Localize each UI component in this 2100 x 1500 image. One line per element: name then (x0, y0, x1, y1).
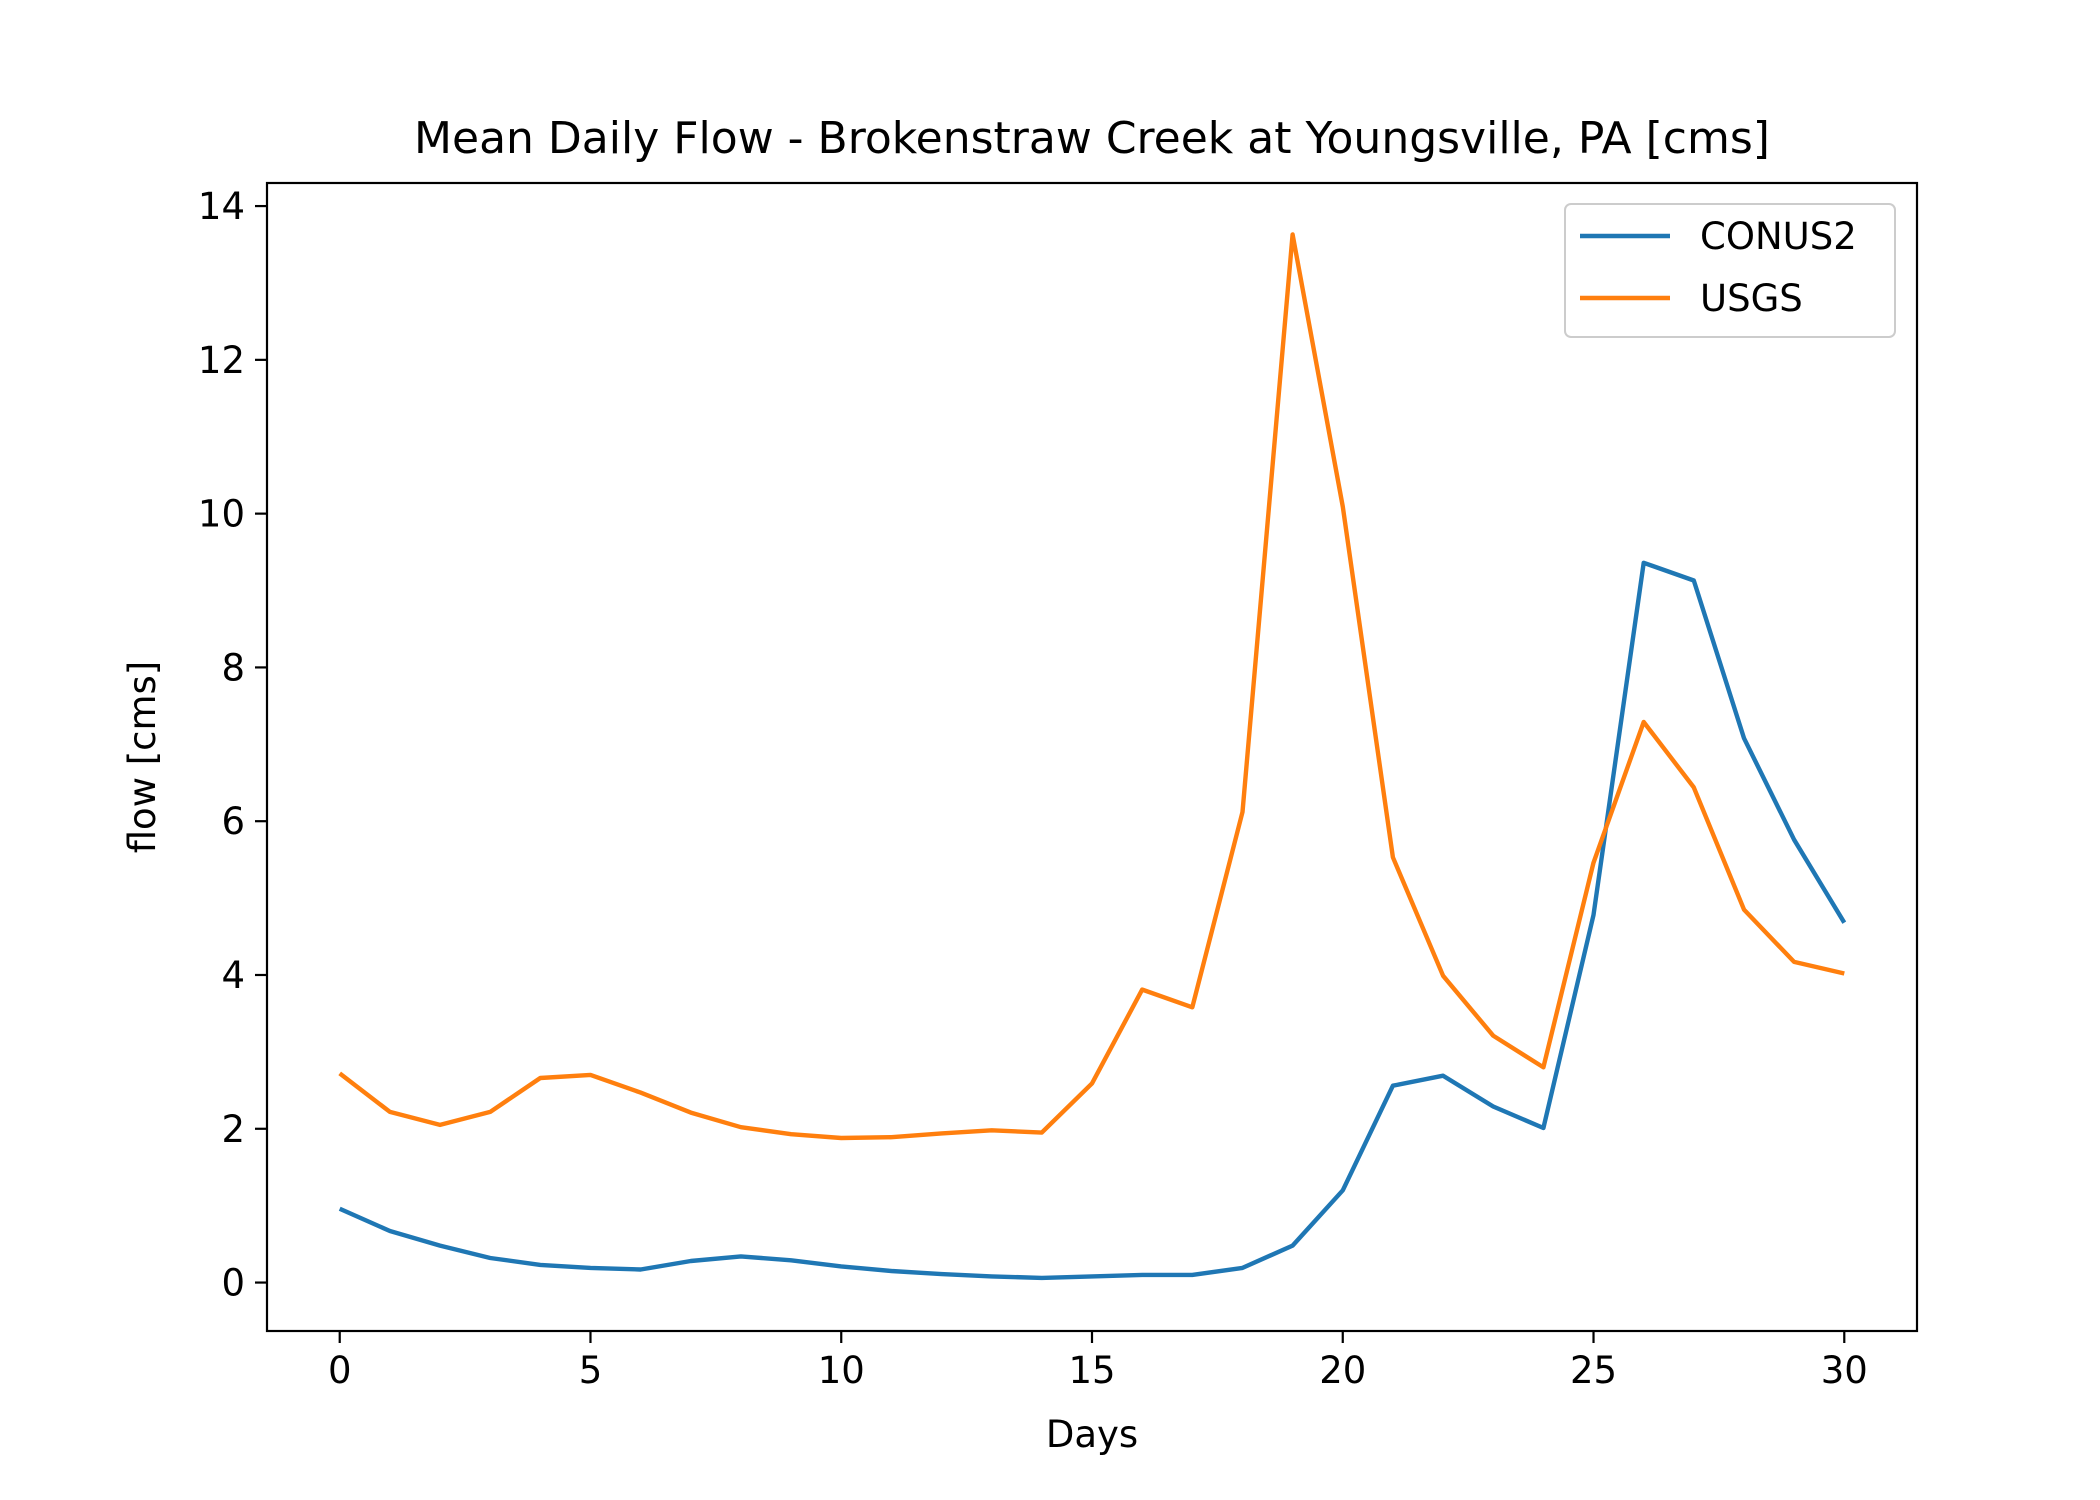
x-tick-label: 25 (1570, 1349, 1617, 1392)
legend-label-usgs: USGS (1700, 277, 1803, 320)
series-line-conus2 (338, 560, 1847, 1281)
x-tick-label: 20 (1319, 1349, 1366, 1392)
y-tick-label: 2 (221, 1108, 245, 1151)
series-line-usgs (338, 232, 1845, 1141)
x-tick-label: 15 (1068, 1349, 1115, 1392)
y-tick-label: 10 (198, 493, 245, 536)
x-axis-ticks: 0 5 10 15 20 25 30 (328, 1331, 1868, 1392)
y-tick-label: 4 (221, 954, 245, 997)
y-tick-label: 6 (221, 800, 245, 843)
x-tick-label: 5 (579, 1349, 603, 1392)
y-tick-label: 14 (198, 185, 245, 228)
x-tick-label: 30 (1821, 1349, 1868, 1392)
x-tick-label: 10 (818, 1349, 865, 1392)
plot-area (338, 232, 1847, 1281)
y-axis-label: flow [cms] (121, 661, 164, 854)
y-axis-ticks: 0 2 4 6 8 10 12 14 (198, 185, 267, 1305)
y-tick-label: 12 (198, 339, 245, 382)
y-tick-label: 8 (221, 646, 245, 689)
y-tick-label: 0 (221, 1262, 245, 1305)
x-axis-label: Days (1046, 1413, 1138, 1456)
legend: CONUS2 USGS (1564, 203, 1896, 338)
chart-title: Mean Daily Flow - Brokenstraw Creek at Y… (414, 113, 1770, 164)
x-tick-label: 0 (328, 1349, 352, 1392)
legend-label-conus2: CONUS2 (1700, 215, 1857, 258)
